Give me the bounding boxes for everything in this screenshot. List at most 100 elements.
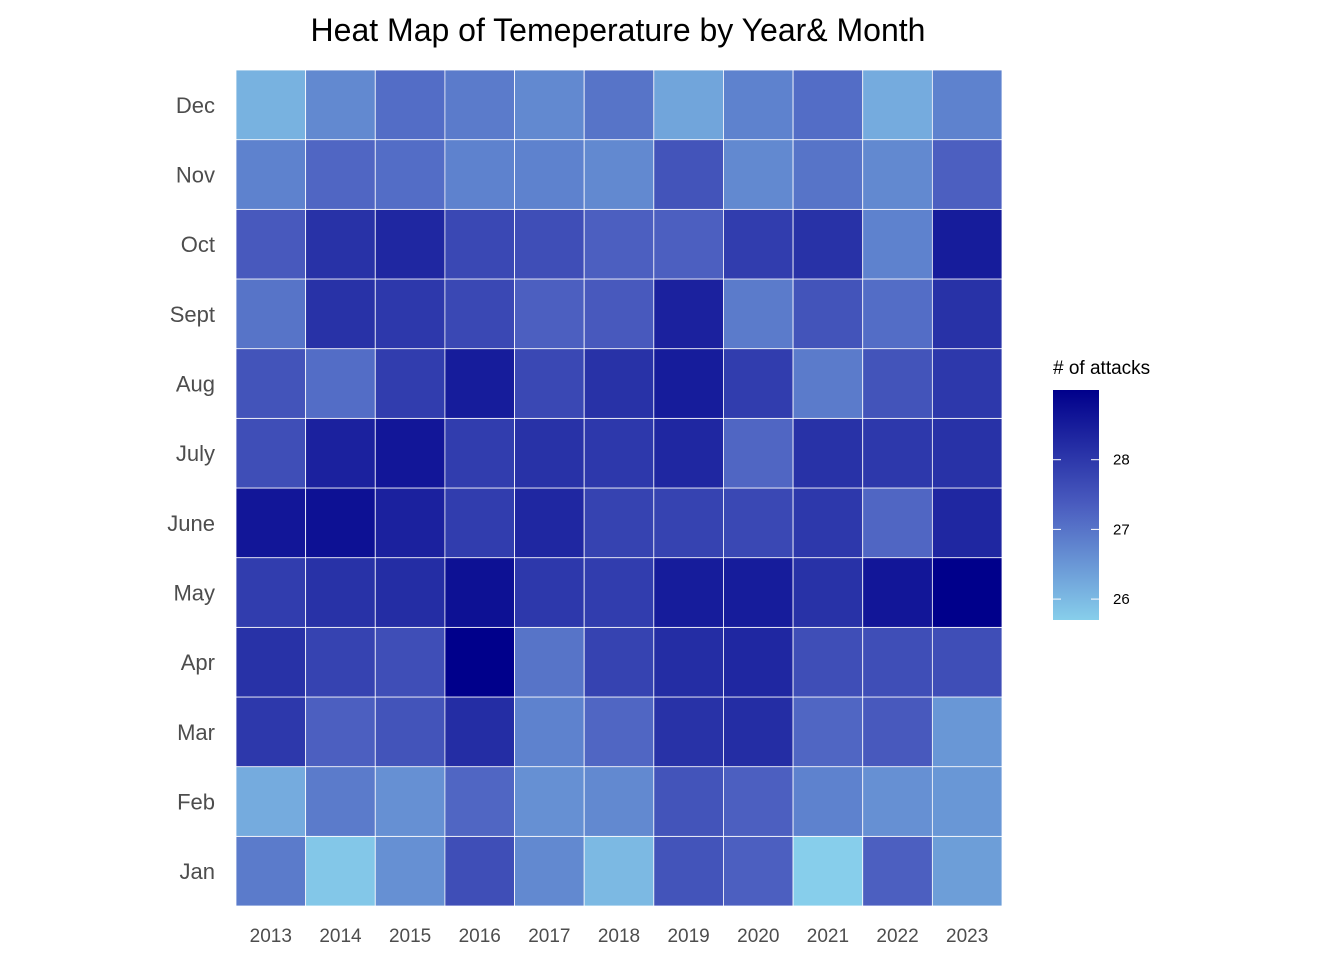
legend-title: # of attacks [1053, 358, 1150, 379]
legend-tick-label: 27 [1113, 521, 1130, 538]
heatmap-cell-mar-2018 [583, 696, 655, 768]
heatmap-cell-aug-2015 [374, 348, 446, 419]
heatmap-cell-aug-2019 [653, 348, 724, 419]
heatmap-cell-feb-2013 [235, 766, 307, 837]
heatmap-cell-nov-2019 [653, 139, 724, 210]
heatmap-cell-july-2016 [444, 417, 515, 489]
heatmap-cell-jan-2023 [931, 835, 1003, 907]
heatmap-cell-dec-2017 [514, 69, 585, 141]
x-tick-label: 2014 [319, 926, 362, 947]
heatmap-cell-oct-2015 [374, 208, 446, 280]
heatmap-cell-dec-2018 [583, 69, 655, 141]
heatmap-cell-mar-2013 [235, 696, 307, 768]
heatmap-cell-feb-2017 [514, 766, 585, 837]
heatmap-cell-feb-2014 [305, 766, 376, 837]
heatmap-cell-june-2020 [723, 487, 794, 559]
heatmap-cell-jan-2016 [444, 835, 515, 907]
heatmap-cell-dec-2014 [305, 69, 376, 141]
heatmap-cell-june-2013 [235, 487, 307, 559]
heatmap-cell-june-2016 [444, 487, 515, 559]
heatmap-cell-mar-2015 [374, 696, 446, 768]
heatmap-cell-oct-2019 [653, 208, 724, 280]
x-tick-label: 2023 [946, 926, 988, 947]
heatmap-cell-feb-2021 [792, 766, 864, 837]
heatmap-cell-apr-2021 [792, 626, 864, 698]
heatmap-cell-mar-2022 [862, 696, 933, 768]
heatmap-cell-jan-2022 [862, 835, 933, 907]
heatmap-cell-oct-2020 [723, 208, 794, 280]
heatmap-cell-apr-2019 [653, 626, 724, 698]
heatmap-cell-apr-2016 [444, 626, 515, 698]
heatmap-cell-apr-2020 [723, 626, 794, 698]
heatmap-cell-mar-2017 [514, 696, 585, 768]
heatmap-cell-dec-2022 [862, 69, 933, 141]
heatmap-cell-sept-2023 [931, 278, 1003, 350]
heatmap-cell-july-2013 [235, 417, 307, 489]
heatmap-cell-oct-2016 [444, 208, 515, 280]
heatmap-cell-aug-2020 [723, 348, 794, 419]
heatmap-cell-jan-2013 [235, 835, 307, 907]
heatmap-cell-feb-2022 [862, 766, 933, 837]
heatmap-cell-oct-2013 [235, 208, 307, 280]
heatmap-cell-july-2021 [792, 417, 864, 489]
heatmap-cell-nov-2018 [583, 139, 655, 210]
heatmap-cell-jan-2020 [723, 835, 794, 907]
heatmap-cell-feb-2015 [374, 766, 446, 837]
heatmap-cell-may-2017 [514, 557, 585, 628]
heatmap-cell-sept-2017 [514, 278, 585, 350]
heatmap-cell-nov-2021 [792, 139, 864, 210]
x-tick-label: 2021 [807, 926, 849, 947]
y-tick-label: Apr [181, 650, 215, 675]
heatmap-cell-feb-2016 [444, 766, 515, 837]
heatmap-cell-may-2018 [583, 557, 655, 628]
heatmap-cell-dec-2020 [723, 69, 794, 141]
y-axis-tick-labels: Jan Feb Mar Apr May June July Aug Sept Oct Nov Dec [167, 93, 215, 884]
heatmap-cell-july-2015 [374, 417, 446, 489]
heatmap-cell-may-2020 [723, 557, 794, 628]
heatmap-cell-june-2015 [374, 487, 446, 559]
heatmap-cell-sept-2022 [862, 278, 933, 350]
heatmap-cell-jan-2014 [305, 835, 376, 907]
x-tick-label: 2015 [389, 926, 431, 947]
heatmap-cell-nov-2020 [723, 139, 794, 210]
heatmap-cell-oct-2018 [583, 208, 655, 280]
heatmap-cell-oct-2014 [305, 208, 376, 280]
y-tick-label: Aug [176, 372, 215, 397]
legend-tick-label: 26 [1113, 591, 1130, 608]
heatmap-cell-oct-2021 [792, 208, 864, 280]
heatmap-cell-apr-2013 [235, 626, 307, 698]
heatmap-cell-dec-2016 [444, 69, 515, 141]
heatmap-cell-mar-2020 [723, 696, 794, 768]
heatmap-cell-nov-2022 [862, 139, 933, 210]
heatmap-cell-aug-2018 [583, 348, 655, 419]
heatmap-cell-june-2014 [305, 487, 376, 559]
heatmap-cell-feb-2020 [723, 766, 794, 837]
legend-color-bar [1053, 390, 1099, 620]
heatmap-cell-jan-2017 [514, 835, 585, 907]
heatmap-cell-nov-2023 [931, 139, 1003, 210]
chart-title: Heat Map of Temeperature by Year& Month [311, 12, 926, 48]
heatmap-cell-sept-2018 [583, 278, 655, 350]
x-tick-label: 2022 [876, 926, 918, 947]
heatmap-cell-july-2014 [305, 417, 376, 489]
heatmap-cell-apr-2018 [583, 626, 655, 698]
heatmap-cell-aug-2023 [931, 348, 1003, 419]
heatmap-cell-july-2022 [862, 417, 933, 489]
heatmap-cell-dec-2015 [374, 69, 446, 141]
heatmap-cell-aug-2016 [444, 348, 515, 419]
heatmap-cell-apr-2022 [862, 626, 933, 698]
heatmap-cell-july-2017 [514, 417, 585, 489]
heatmap-cell-oct-2023 [931, 208, 1003, 280]
heatmap-cell-mar-2016 [444, 696, 515, 768]
heatmap-cell-feb-2019 [653, 766, 724, 837]
heatmap-cell-jan-2018 [583, 835, 655, 907]
legend-tick-label: 28 [1113, 452, 1130, 469]
heatmap-cell-sept-2020 [723, 278, 794, 350]
y-tick-label: Sept [170, 302, 215, 327]
x-tick-label: 2013 [250, 926, 292, 947]
heatmap-cell-feb-2023 [931, 766, 1003, 837]
heatmap-cell-nov-2013 [235, 139, 307, 210]
heatmap-cell-sept-2013 [235, 278, 307, 350]
heatmap-cell-july-2019 [653, 417, 724, 489]
y-tick-label: June [167, 511, 215, 536]
